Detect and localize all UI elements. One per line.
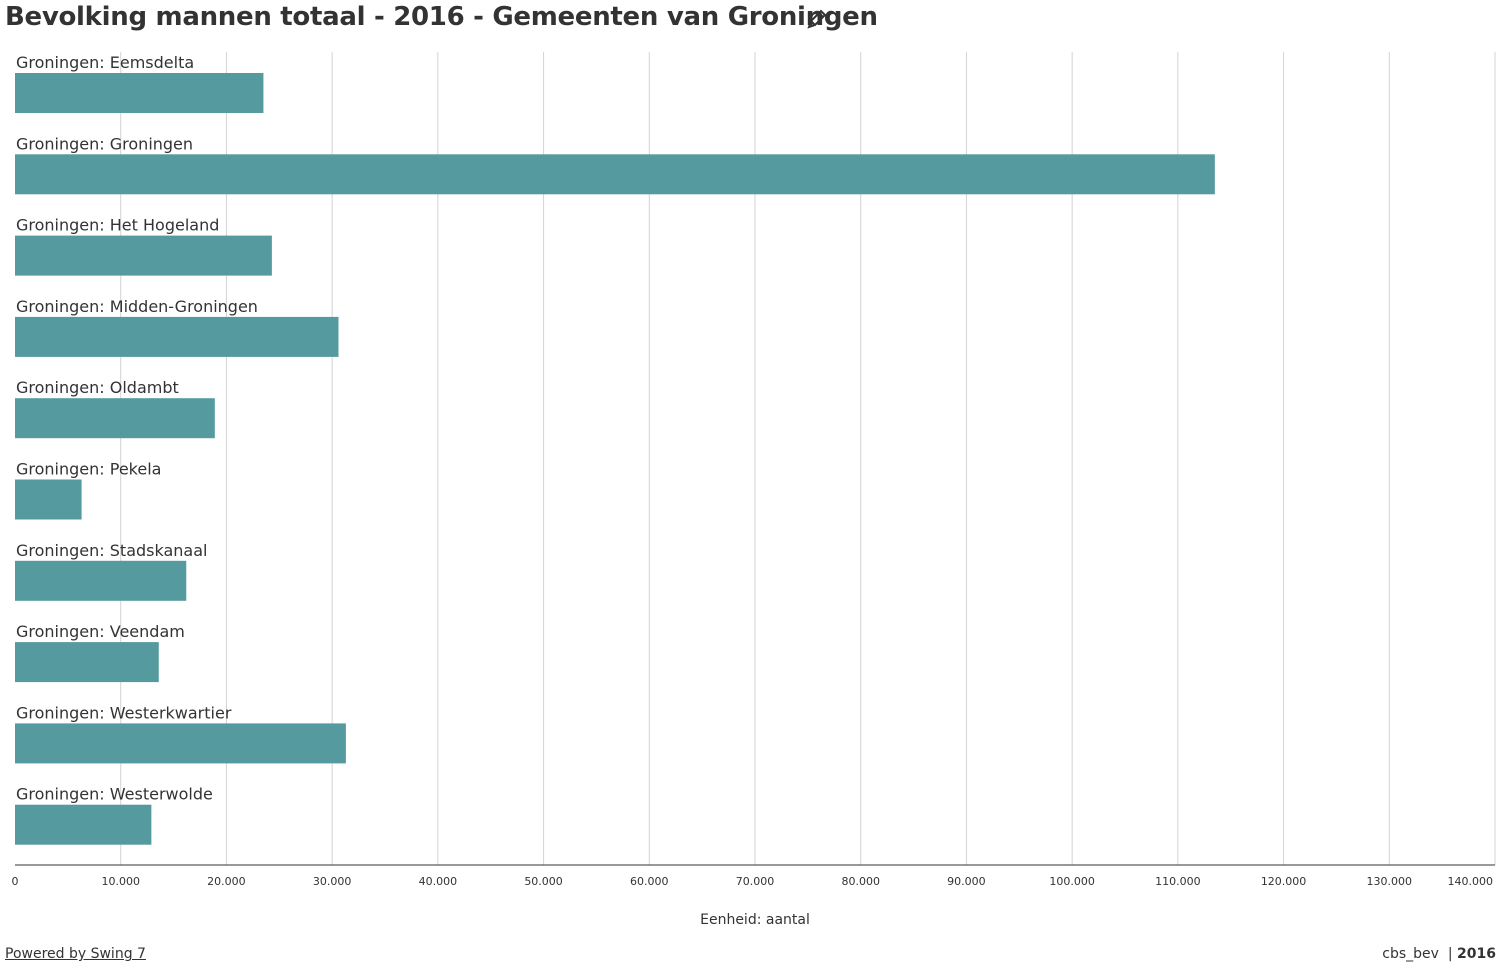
category-label: Groningen: Eemsdelta: [16, 53, 194, 72]
edit-icon[interactable]: [806, 8, 828, 30]
bar: [15, 154, 1215, 195]
category-label: Groningen: Groningen: [16, 134, 193, 153]
category-label: Groningen: Midden-Groningen: [16, 297, 258, 316]
bar: [15, 723, 346, 764]
x-axis-label: Eenheid: aantal: [700, 912, 810, 928]
category-label: Groningen: Oldambt: [16, 378, 179, 397]
x-tick-label: 40.000: [419, 875, 458, 888]
category-label: Groningen: Pekela: [16, 460, 161, 479]
powered-by-link[interactable]: Powered by Swing 7: [5, 946, 146, 962]
footer-source: cbs_bev | 2016: [1382, 946, 1496, 962]
bar: [15, 73, 264, 113]
bar: [15, 479, 82, 520]
x-tick-label: 70.000: [736, 875, 775, 888]
bar: [15, 560, 187, 601]
x-tick-label: 50.000: [524, 875, 563, 888]
x-tick-label: 80.000: [841, 875, 880, 888]
separator: |: [1447, 946, 1453, 962]
x-tick-label: 60.000: [630, 875, 669, 888]
bar: [15, 316, 339, 357]
category-label: Groningen: Veendam: [16, 622, 185, 641]
chart: 0 10.000 20.000 30.000 40.000 50.000 60.000 70.…: [12, 52, 1496, 928]
bar: [15, 804, 152, 845]
chart-title: Bevolking mannen totaal - 2016 - Gemeent…: [5, 2, 878, 32]
category-label: Groningen: Westerkwartier: [16, 703, 232, 722]
x-tick-label: 10.000: [101, 875, 140, 888]
category-label: Groningen: Stadskanaal: [16, 541, 207, 560]
source: cbs_bev: [1382, 946, 1439, 962]
year: 2016: [1457, 946, 1496, 962]
x-tick-label: 0: [12, 875, 19, 888]
x-tick-label: 120.000: [1261, 875, 1307, 888]
x-tick-label: 140.000: [1448, 875, 1494, 888]
bar: [15, 235, 272, 276]
x-tick-label: 100.000: [1049, 875, 1095, 888]
x-tick-label: 90.000: [947, 875, 986, 888]
x-tick-label: 110.000: [1155, 875, 1201, 888]
bar: [15, 398, 215, 439]
category-label: Groningen: Het Hogeland: [16, 216, 219, 235]
x-tick-label: 130.000: [1367, 875, 1413, 888]
x-tick-label: 20.000: [207, 875, 246, 888]
category-label: Groningen: Westerwolde: [16, 785, 213, 804]
x-tick-label: 30.000: [313, 875, 352, 888]
bar: [15, 642, 159, 683]
